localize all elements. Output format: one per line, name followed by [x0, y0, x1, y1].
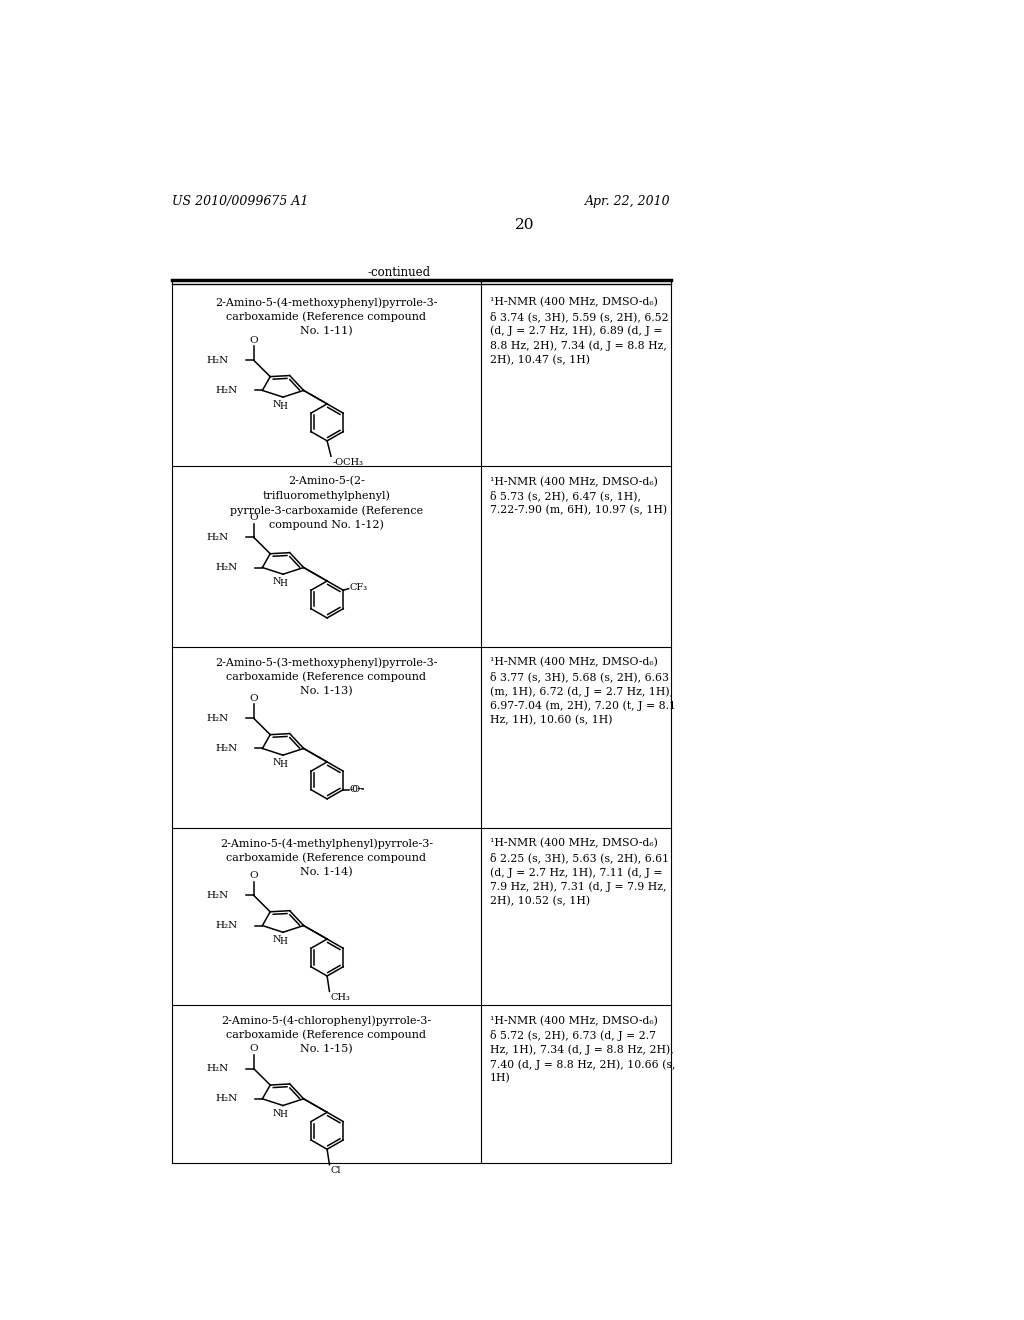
Text: H₂N: H₂N: [215, 744, 238, 752]
Text: 2-Amino-5-(3-methoxyphenyl)pyrrole-3-
carboxamide (Reference compound
No. 1-13): 2-Amino-5-(3-methoxyphenyl)pyrrole-3- ca…: [215, 657, 437, 697]
Text: -continued: -continued: [368, 267, 431, 280]
Text: 20: 20: [515, 218, 535, 232]
Text: 2-Amino-5-(2-
trifluoromethylphenyl)
pyrrole-3-carboxamide (Reference
compound N: 2-Amino-5-(2- trifluoromethylphenyl) pyr…: [229, 477, 423, 529]
Text: N: N: [273, 758, 282, 767]
Text: H₂N: H₂N: [215, 1094, 238, 1104]
Text: ¹H-NMR (400 MHz, DMSO-d₆)
δ 5.72 (s, 2H), 6.73 (d, J = 2.7
Hz, 1H), 7.34 (d, J =: ¹H-NMR (400 MHz, DMSO-d₆) δ 5.72 (s, 2H)…: [489, 1015, 676, 1084]
Text: -OCH₃: -OCH₃: [333, 458, 364, 467]
Text: O: O: [250, 871, 258, 880]
Text: H₂N: H₂N: [207, 533, 229, 543]
Text: H: H: [280, 401, 287, 411]
Text: O: O: [250, 513, 258, 521]
Text: H₂N: H₂N: [215, 921, 238, 931]
Text: -: -: [360, 785, 364, 795]
Text: Cl: Cl: [331, 1166, 341, 1175]
Text: H₂N: H₂N: [215, 564, 238, 572]
Text: H₂N: H₂N: [207, 1064, 229, 1073]
Text: H: H: [280, 579, 287, 587]
Text: ¹H-NMR (400 MHz, DMSO-d₆)
δ 2.25 (s, 3H), 5.63 (s, 2H), 6.61
(d, J = 2.7 Hz, 1H): ¹H-NMR (400 MHz, DMSO-d₆) δ 2.25 (s, 3H)…: [489, 838, 669, 907]
Text: 2-Amino-5-(4-methoxyphenyl)pyrrole-3-
carboxamide (Reference compound
No. 1-11): 2-Amino-5-(4-methoxyphenyl)pyrrole-3- ca…: [215, 297, 437, 337]
Text: US 2010/0099675 A1: US 2010/0099675 A1: [172, 195, 308, 209]
Text: CF₃: CF₃: [349, 582, 368, 591]
Text: ¹H-NMR (400 MHz, DMSO-d₆)
δ 3.77 (s, 3H), 5.68 (s, 2H), 6.63
(m, 1H), 6.72 (d, J: ¹H-NMR (400 MHz, DMSO-d₆) δ 3.77 (s, 3H)…: [489, 657, 676, 726]
Text: ¹H-NMR (400 MHz, DMSO-d₆)
δ 5.73 (s, 2H), 6.47 (s, 1H),
7.22-7.90 (m, 6H), 10.97: ¹H-NMR (400 MHz, DMSO-d₆) δ 5.73 (s, 2H)…: [489, 477, 667, 516]
Text: H: H: [280, 760, 287, 768]
Text: N: N: [273, 936, 282, 944]
Text: 2-Amino-5-(4-methylphenyl)pyrrole-3-
carboxamide (Reference compound
No. 1-14): 2-Amino-5-(4-methylphenyl)pyrrole-3- car…: [220, 838, 433, 878]
Text: N: N: [273, 1109, 282, 1118]
Text: H: H: [280, 1110, 287, 1119]
Text: 2-Amino-5-(4-chlorophenyl)pyrrole-3-
carboxamide (Reference compound
No. 1-15): 2-Amino-5-(4-chlorophenyl)pyrrole-3- car…: [221, 1015, 431, 1055]
Text: O−: O−: [349, 785, 366, 795]
Text: O: O: [250, 694, 258, 704]
Text: H₂N: H₂N: [207, 356, 229, 364]
Text: ¹H-NMR (400 MHz, DMSO-d₆)
δ 3.74 (s, 3H), 5.59 (s, 2H), 6.52
(d, J = 2.7 Hz, 1H): ¹H-NMR (400 MHz, DMSO-d₆) δ 3.74 (s, 3H)…: [489, 297, 669, 366]
Text: -O: -O: [349, 785, 360, 795]
Text: O: O: [250, 335, 258, 345]
Text: N: N: [273, 400, 282, 409]
Text: Apr. 22, 2010: Apr. 22, 2010: [585, 195, 671, 209]
Text: CH₃: CH₃: [331, 993, 351, 1002]
Text: H₂N: H₂N: [215, 385, 238, 395]
Text: O: O: [250, 1044, 258, 1053]
Text: H: H: [280, 937, 287, 946]
Text: H₂N: H₂N: [207, 891, 229, 900]
Text: H₂N: H₂N: [207, 714, 229, 723]
Text: N: N: [273, 577, 282, 586]
